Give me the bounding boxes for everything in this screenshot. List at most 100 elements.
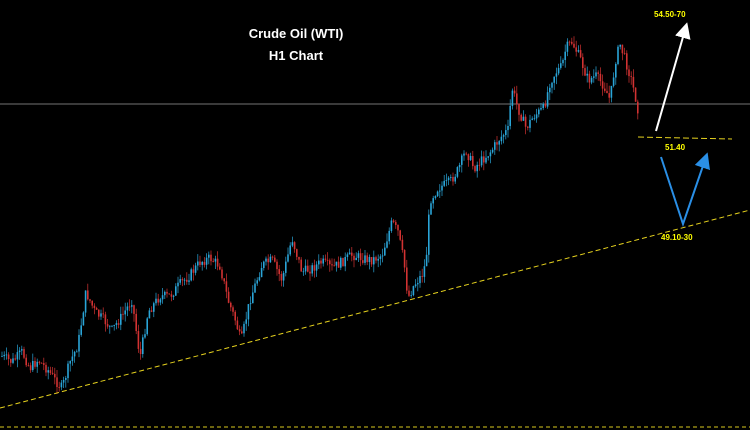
- candle-body-14: [32, 361, 34, 371]
- candle-body-135: [298, 256, 300, 260]
- candle-body-79: [175, 286, 177, 296]
- candle-body-264: [582, 57, 584, 68]
- candle-body-148: [326, 259, 329, 261]
- candle-body-59: [131, 305, 133, 307]
- candle-body-90: [199, 261, 201, 265]
- candle-body-117: [258, 277, 261, 281]
- candle-body-192: [423, 266, 426, 277]
- candle-body-31: [69, 361, 71, 364]
- candle-body-239: [527, 126, 529, 128]
- candle-body-230: [507, 126, 509, 131]
- candle-body-254: [560, 63, 562, 68]
- candle-body-8: [18, 350, 21, 353]
- candle-body-85: [188, 280, 190, 282]
- candle-body-204: [450, 177, 452, 178]
- candle-body-127: [280, 274, 283, 281]
- candle-body-71: [157, 298, 159, 303]
- support-label: 49.10-30: [661, 233, 693, 242]
- candle-body-187: [412, 286, 415, 296]
- candle-body-261: [575, 47, 577, 52]
- candle-body-1: [3, 354, 5, 357]
- candle-body-287: [632, 76, 635, 88]
- candle-body-110: [243, 323, 245, 334]
- candle-body-131: [289, 245, 291, 255]
- candle-body-162: [357, 253, 360, 258]
- candle-body-190: [419, 276, 421, 284]
- candle-body-93: [205, 257, 208, 265]
- candle-body-75: [166, 291, 168, 294]
- candle-body-201: [443, 180, 445, 186]
- candle-body-179: [395, 222, 397, 225]
- candle-body-106: [234, 311, 236, 321]
- candle-body-236: [520, 114, 522, 121]
- resistance-label: 51.40: [665, 143, 686, 152]
- candle-body-40: [89, 299, 91, 301]
- candle-body-181: [399, 230, 401, 240]
- candle-body-226: [498, 141, 500, 145]
- candle-body-91: [201, 262, 203, 265]
- candle-body-276: [608, 93, 610, 98]
- candle-body-83: [183, 279, 186, 281]
- target-high-label: 54.50-70: [654, 10, 686, 19]
- candle-body-221: [487, 156, 489, 158]
- candle-body-189: [417, 283, 419, 285]
- candle-body-108: [238, 329, 241, 332]
- candle-body-10: [23, 349, 25, 358]
- candle-body-125: [276, 261, 278, 270]
- candle-body-194: [428, 214, 430, 255]
- candle-body-248: [546, 92, 549, 107]
- resistance-level-line: [637, 136, 733, 140]
- candle-body-154: [340, 257, 342, 268]
- candle-body-256: [564, 51, 566, 60]
- candle-body-65: [144, 334, 146, 338]
- candle-body-159: [351, 252, 353, 256]
- candle-body-107: [236, 320, 239, 330]
- candle-body-82: [181, 279, 184, 281]
- candle-body-203: [447, 177, 450, 181]
- candle-body-250: [551, 82, 553, 88]
- candle-body-16: [36, 361, 38, 367]
- candle-body-77: [170, 294, 173, 297]
- candle-body-143: [315, 264, 318, 271]
- candle-body-112: [247, 304, 250, 320]
- candle-body-121: [267, 258, 269, 263]
- candle-body-19: [43, 363, 45, 365]
- candle-body-279: [615, 64, 617, 78]
- candle-body-191: [421, 276, 423, 277]
- candle-body-32: [71, 356, 74, 361]
- candle-body-132: [291, 242, 294, 246]
- candle-body-235: [518, 103, 520, 115]
- candle-body-149: [329, 260, 331, 265]
- candle-body-52: [115, 323, 118, 325]
- candle-body-69: [153, 303, 155, 312]
- candle-body-153: [337, 261, 340, 268]
- candle-body-223: [491, 149, 494, 153]
- candle-body-54: [120, 313, 122, 325]
- candle-body-26: [58, 387, 60, 388]
- candle-body-229: [505, 130, 507, 135]
- candle-body-56: [124, 310, 126, 315]
- candle-body-74: [164, 291, 166, 296]
- candle-body-228: [502, 135, 505, 137]
- candle-body-155: [342, 257, 344, 267]
- candle-body-275: [606, 90, 608, 94]
- candle-body-262: [577, 50, 580, 52]
- candle-body-136: [300, 259, 302, 272]
- candle-body-13: [29, 365, 32, 371]
- candle-body-180: [397, 225, 399, 231]
- candle-body-183: [403, 249, 406, 268]
- candle-body-170: [375, 257, 377, 261]
- candle-body-164: [362, 260, 364, 263]
- candle-body-102: [225, 281, 228, 292]
- candle-body-118: [260, 268, 263, 278]
- candle-body-237: [522, 116, 525, 121]
- candle-body-113: [249, 303, 252, 305]
- candle-body-4: [10, 359, 12, 363]
- candle-body-277: [610, 85, 613, 98]
- candle-body-172: [379, 256, 382, 259]
- candle-body-62: [137, 331, 140, 349]
- candle-body-137: [302, 271, 305, 273]
- candle-body-188: [414, 284, 417, 287]
- candle-body-202: [445, 180, 448, 181]
